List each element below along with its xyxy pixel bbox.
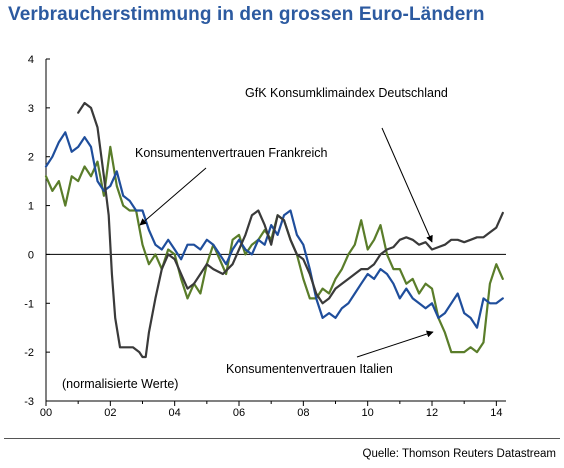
arrow-italien [356,330,434,358]
annotations: GfK Konsumklimaindex Deutschland Konsume… [62,86,448,391]
x-tick-label: 14 [490,407,502,419]
y-tick-label: 0 [28,249,34,261]
label-gfk-deutschland: GfK Konsumklimaindex Deutschland [245,86,448,100]
y-tick-label: 3 [28,103,34,115]
arrow-gfk-deutschland [381,127,433,243]
x-tick-label: 04 [169,407,181,419]
note-normalisierte-werte: (normalisierte Werte) [62,377,178,391]
x-tick-label: 02 [104,407,116,419]
y-tick-label: -1 [24,298,34,310]
footer-divider [4,438,560,439]
y-tick-label: -2 [24,347,34,359]
chart-title: Verbraucherstimmung in den grossen Euro-… [8,4,485,25]
x-tick-label: 08 [297,407,309,419]
y-tick-label: -3 [24,396,34,408]
x-tick-label: 00 [40,407,52,419]
y-tick-label: 1 [28,201,34,213]
x-tick-label: 12 [426,407,438,419]
x-tick-label: 10 [362,407,374,419]
series-group [44,101,504,359]
series-line-de [77,101,504,359]
x-tick-label: 06 [233,407,245,419]
label-konsumentenvertrauen-frankreich: Konsumentenvertrauen Frankreich [135,146,328,160]
arrow-frankreich [139,167,207,226]
source-note: Quelle: Thomson Reuters Datastream [362,448,556,460]
y-tick-label: 4 [28,54,34,66]
y-tick-label: 2 [28,152,34,164]
label-konsumentenvertrauen-italien: Konsumentenvertrauen Italien [226,362,393,376]
